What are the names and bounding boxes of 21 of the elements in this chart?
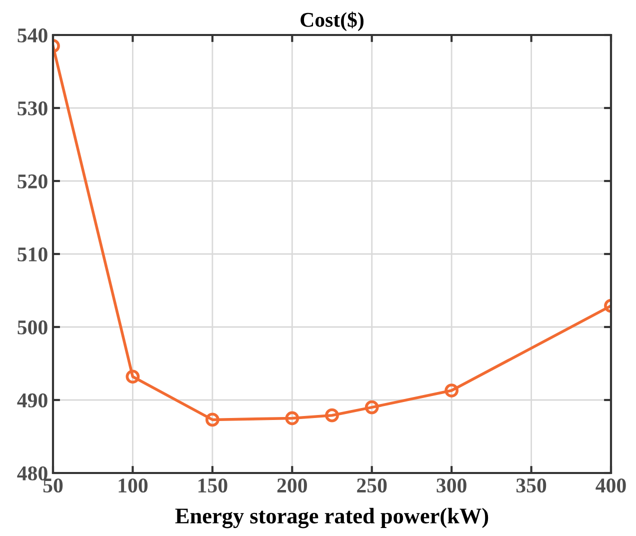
x-tick-label: 300 xyxy=(436,478,466,493)
x-tick-label: 400 xyxy=(596,478,626,493)
x-tick-label: 150 xyxy=(198,478,228,493)
x-tick-label: 200 xyxy=(277,478,307,493)
y-tick-label: 480 xyxy=(17,466,48,480)
y-tick-label: 490 xyxy=(17,393,48,408)
y-tick-label: 540 xyxy=(18,28,48,42)
y-tick-label: 520 xyxy=(18,174,48,188)
point xyxy=(285,411,300,426)
x-tick-label: 250 xyxy=(357,478,387,493)
y-tick-label: 510 xyxy=(18,247,48,262)
x-tick-label: 100 xyxy=(118,478,148,493)
x-tick-label: 50 xyxy=(43,478,63,493)
y-tick-label: 500 xyxy=(18,320,48,334)
x-tick-label: 350 xyxy=(516,478,546,493)
chart-title: Cost($) xyxy=(300,12,364,32)
point xyxy=(364,400,379,414)
x-axis-title: Energy storage rated power(kW) xyxy=(175,508,488,528)
y-tick-label: 530 xyxy=(18,101,48,116)
point xyxy=(325,408,339,422)
point xyxy=(205,412,220,427)
